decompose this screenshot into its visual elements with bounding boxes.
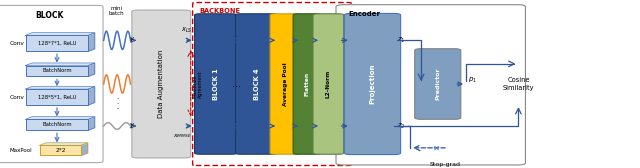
- Bar: [26, 66, 88, 76]
- FancyBboxPatch shape: [195, 14, 237, 154]
- Polygon shape: [26, 87, 95, 89]
- Polygon shape: [88, 117, 95, 130]
- Text: $x_{LS}$: $x_{LS}$: [180, 26, 192, 35]
- Text: Maximize
Agreement: Maximize Agreement: [193, 70, 204, 98]
- FancyBboxPatch shape: [132, 10, 191, 158]
- Text: BatchNorm: BatchNorm: [42, 69, 72, 73]
- Text: Data Augmentation: Data Augmentation: [158, 50, 164, 118]
- Text: ...: ...: [232, 79, 241, 89]
- FancyBboxPatch shape: [293, 14, 321, 154]
- Text: y: y: [130, 36, 134, 43]
- Text: BACKBONE: BACKBONE: [199, 8, 240, 14]
- FancyBboxPatch shape: [313, 14, 344, 154]
- Text: 128*7*1, ReLU: 128*7*1, ReLU: [38, 41, 76, 46]
- Text: Cosine
Similarity: Cosine Similarity: [502, 77, 534, 91]
- Polygon shape: [88, 33, 95, 51]
- Text: BLOCK 1: BLOCK 1: [212, 68, 219, 100]
- Text: BatchNorm: BatchNorm: [42, 122, 72, 127]
- FancyBboxPatch shape: [344, 13, 401, 155]
- Text: $x_{MMSE}$: $x_{MMSE}$: [173, 132, 192, 140]
- FancyBboxPatch shape: [236, 14, 278, 154]
- Text: Projection: Projection: [369, 64, 376, 104]
- Polygon shape: [88, 63, 95, 76]
- Text: Predictor: Predictor: [435, 68, 440, 100]
- Bar: [26, 119, 88, 130]
- Text: BLOCK 4: BLOCK 4: [253, 68, 260, 100]
- Text: Stop-grad: Stop-grad: [429, 162, 460, 167]
- Polygon shape: [26, 63, 95, 66]
- Text: 128*5*1, ReLU: 128*5*1, ReLU: [38, 95, 76, 99]
- Bar: [26, 89, 88, 105]
- FancyBboxPatch shape: [270, 14, 301, 154]
- Text: $z_1$: $z_1$: [397, 36, 406, 45]
- Text: $z_2$: $z_2$: [397, 121, 406, 131]
- Text: y: y: [130, 122, 134, 128]
- Text: $p_1$: $p_1$: [468, 76, 477, 85]
- Polygon shape: [40, 143, 88, 145]
- Polygon shape: [88, 87, 95, 105]
- FancyBboxPatch shape: [336, 5, 525, 165]
- FancyBboxPatch shape: [0, 5, 103, 163]
- Text: Average Pool: Average Pool: [283, 62, 288, 106]
- Text: BLOCK: BLOCK: [36, 11, 64, 20]
- Text: mini
batch: mini batch: [109, 6, 124, 16]
- FancyBboxPatch shape: [415, 49, 461, 119]
- Text: Encoder: Encoder: [349, 11, 381, 17]
- Bar: [26, 35, 88, 51]
- Text: ✕: ✕: [433, 143, 440, 152]
- Text: 2*2: 2*2: [55, 148, 66, 153]
- Polygon shape: [26, 33, 95, 35]
- Polygon shape: [81, 143, 88, 155]
- Text: ·
·
·: · · ·: [116, 96, 118, 112]
- Text: L2-Norm: L2-Norm: [326, 70, 331, 98]
- Bar: [40, 145, 81, 155]
- Text: Conv: Conv: [10, 95, 24, 99]
- Text: Conv: Conv: [10, 41, 24, 46]
- Text: Flatten: Flatten: [305, 72, 309, 96]
- Polygon shape: [26, 117, 95, 119]
- Text: MaxPool: MaxPool: [10, 148, 32, 153]
